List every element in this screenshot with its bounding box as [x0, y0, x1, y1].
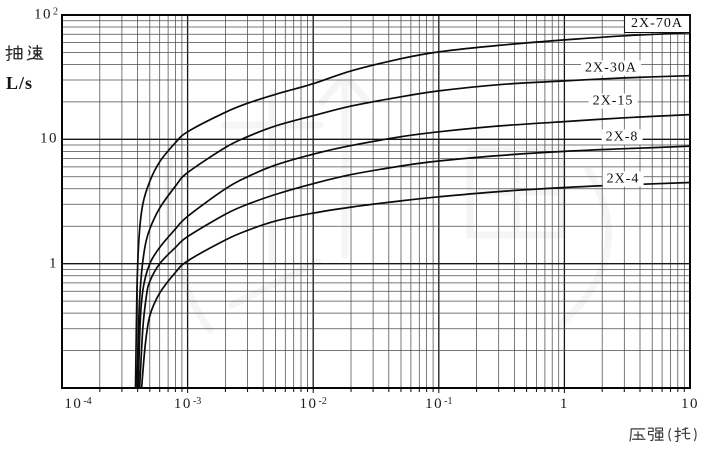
- cjk-glyph-tuo: [674, 427, 691, 443]
- curve-2X-4: [140, 181, 691, 389]
- paren-close-glyph: [694, 428, 697, 442]
- paren-open-glyph: [668, 428, 671, 442]
- curve-2X-30A: [136, 74, 691, 389]
- plot-border: [61, 14, 691, 389]
- x-axis-title: [629, 426, 700, 443]
- curve-2X-15: [137, 113, 691, 389]
- grid: [61, 14, 691, 389]
- y-axis-title: L/s: [5, 44, 44, 94]
- cjk-glyph-qiang: [647, 427, 664, 442]
- cjk-glyph-chou: [5, 45, 23, 62]
- curve-2X-8: [138, 145, 691, 389]
- cjk-glyph-su: [26, 44, 44, 61]
- y-axis-unit-label: L/s: [6, 73, 34, 93]
- curve-2X-70A: [134, 31, 691, 389]
- y-axis-title-chinese: [5, 44, 44, 62]
- pump-speed-curves: [134, 31, 691, 389]
- cjk-glyph-ya: [629, 428, 646, 442]
